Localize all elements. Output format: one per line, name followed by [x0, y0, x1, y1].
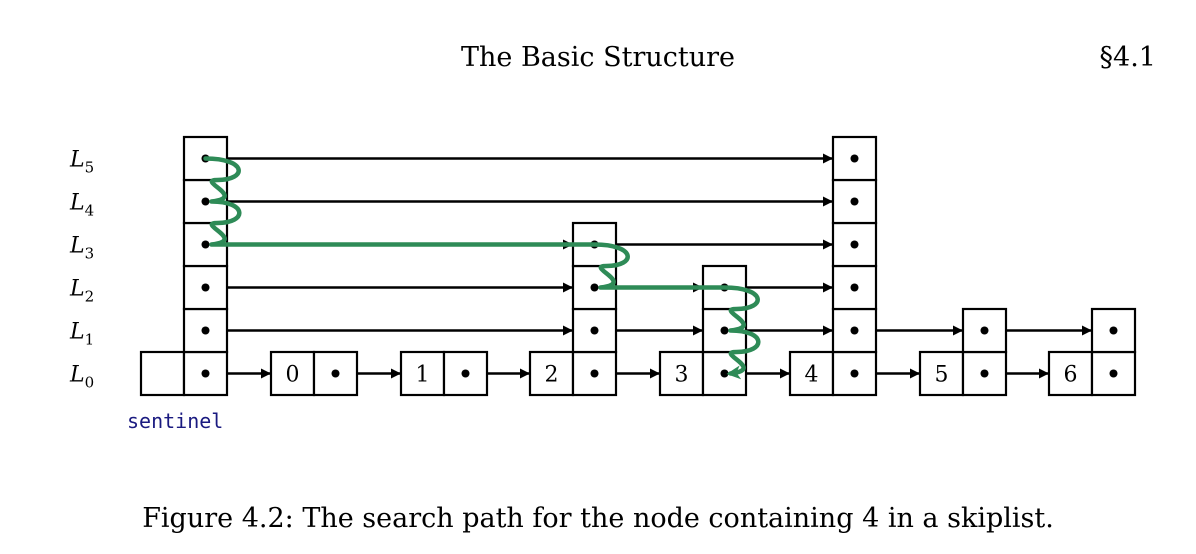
level-label: L5 [69, 148, 94, 177]
search-path [203, 156, 761, 380]
pointer-links [205, 153, 1092, 379]
section-number: §4.1 [1099, 42, 1156, 73]
sentinel-value-cell [139, 350, 186, 397]
level-label: L0 [69, 363, 94, 392]
pointer-dot [850, 197, 859, 206]
sentinel-label: sentinel [127, 409, 223, 433]
node-value-cell [1047, 350, 1094, 397]
level-label: L1 [69, 320, 94, 349]
skiplist-diagram: 0 1 2 3 4 5 6 sentinel L0 L1 L2 L3 L4 L5 [69, 135, 1137, 434]
pointer-dot [331, 369, 340, 378]
pointer-dot [850, 283, 859, 292]
node-value-label: 5 [935, 363, 949, 388]
pointer-dot [201, 197, 210, 206]
pointer-dot [201, 326, 210, 335]
level-labels: sentinel L0 L1 L2 L3 L4 L5 [69, 148, 223, 434]
page-header-title: The Basic Structure [461, 42, 735, 73]
pointer-dot [1109, 326, 1118, 335]
pointer-dot [201, 369, 210, 378]
pointer-dot [720, 369, 729, 378]
pointer-dot [850, 240, 859, 249]
pointer-dot [850, 326, 859, 335]
node-value-cell [658, 350, 705, 397]
node-value-cell [528, 350, 575, 397]
pointer-dot [201, 283, 210, 292]
pointer-dot [590, 326, 599, 335]
node-value-label: 0 [286, 363, 300, 388]
pointer-dot [1109, 369, 1118, 378]
sentinel-pointer-cell [182, 264, 229, 311]
pointer-dot [850, 154, 859, 163]
node-value-label: 3 [675, 363, 689, 388]
search-path-line [203, 156, 761, 380]
pointer-dot [201, 240, 210, 249]
node-pointer-cell [312, 350, 359, 397]
node-pointer-cell [831, 221, 878, 268]
node-value-label: 2 [545, 363, 559, 388]
pointer-dot [590, 369, 599, 378]
node-pointer-cell [571, 350, 618, 397]
pointer-dot [980, 326, 989, 335]
node-pointer-cell [831, 135, 878, 182]
pointer-dot [590, 283, 599, 292]
level-label: L3 [69, 234, 94, 263]
pointer-dot [980, 369, 989, 378]
node-value-label: 4 [805, 363, 819, 388]
pointer-dot [850, 369, 859, 378]
node-value-label: 1 [416, 363, 430, 388]
node-boxes: 0 1 2 3 4 5 6 [139, 135, 1137, 397]
node-pointer-cell [571, 307, 618, 354]
pointer-dot [720, 326, 729, 335]
node-value-label: 6 [1064, 363, 1078, 388]
level-label: L4 [69, 191, 94, 220]
level-label: L2 [69, 277, 94, 306]
pointer-dot [461, 369, 470, 378]
figure-caption: Figure 4.2: The search path for the node… [142, 503, 1054, 534]
